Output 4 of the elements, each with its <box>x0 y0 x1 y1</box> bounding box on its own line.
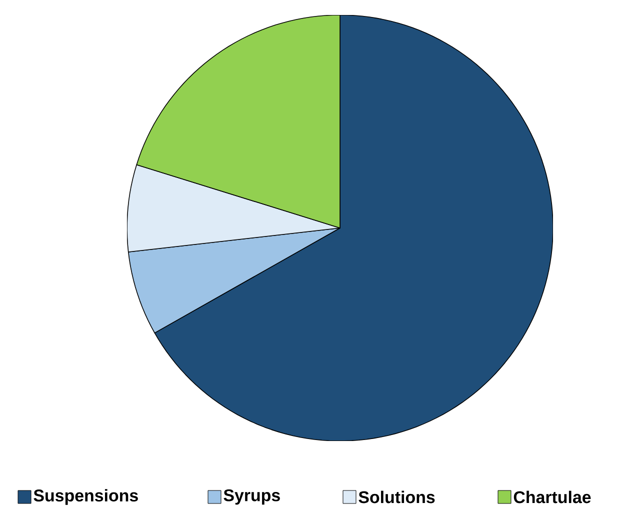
legend-label: Solutions <box>358 490 435 504</box>
legend-label: Suspensions <box>34 489 138 505</box>
legend-label: Syrups <box>224 489 280 505</box>
legend-label: Chartulae <box>514 490 591 504</box>
